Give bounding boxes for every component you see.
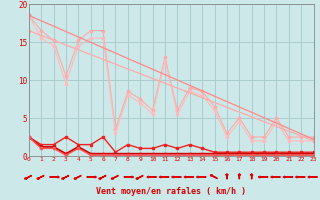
Text: Vent moyen/en rafales ( km/h ): Vent moyen/en rafales ( km/h ) [96,187,246,196]
